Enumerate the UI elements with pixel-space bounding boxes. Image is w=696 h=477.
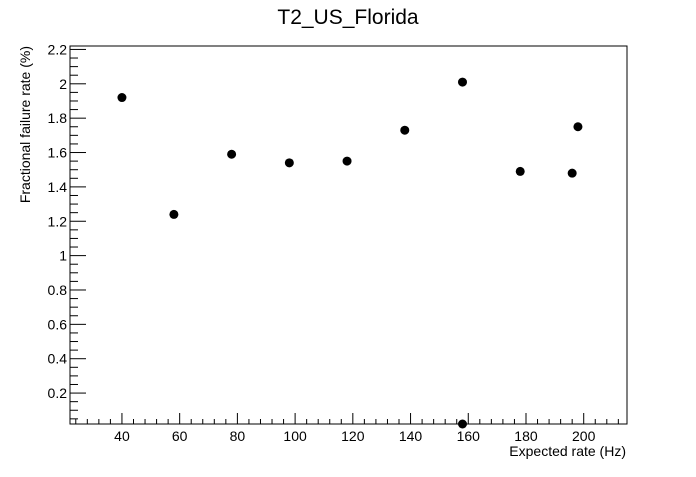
data-point xyxy=(573,122,583,132)
data-point xyxy=(515,166,525,176)
data-point xyxy=(342,156,352,166)
data-points xyxy=(117,77,583,429)
data-point xyxy=(400,125,410,135)
y-tick-label: 1.6 xyxy=(48,145,68,161)
x-tick-label: 40 xyxy=(114,428,130,444)
x-tick-label: 180 xyxy=(514,428,538,444)
y-tick-label: 1.2 xyxy=(48,213,68,229)
y-tick-label: 0.8 xyxy=(48,282,68,298)
y-axis-ticks xyxy=(70,48,86,420)
data-point xyxy=(284,158,294,168)
data-point xyxy=(227,149,237,159)
data-point xyxy=(117,93,127,103)
data-point xyxy=(169,209,179,219)
x-axis-tick-labels: 40 60 80 100 120 140 160 180 200 xyxy=(114,428,595,444)
x-tick-label: 100 xyxy=(283,428,307,444)
y-tick-label: 1.4 xyxy=(48,179,68,195)
data-point xyxy=(457,77,467,87)
x-axis-label: Expected rate (Hz) xyxy=(509,443,626,459)
x-tick-label: 120 xyxy=(341,428,365,444)
y-tick-label: 0.4 xyxy=(48,351,68,367)
y-tick-label: 1.8 xyxy=(48,110,68,126)
x-tick-label: 160 xyxy=(457,428,481,444)
data-point xyxy=(567,168,577,178)
x-axis-ticks xyxy=(75,413,619,424)
x-tick-label: 200 xyxy=(572,428,596,444)
y-axis-tick-labels: 0.2 0.4 0.6 0.8 1 1.2 1.4 1.6 1.8 2 2.2 xyxy=(48,41,68,401)
chart-title: T2_US_Florida xyxy=(277,6,419,29)
x-tick-label: 60 xyxy=(172,428,188,444)
plot-frame xyxy=(69,45,628,425)
y-tick-label: 0.2 xyxy=(48,385,68,401)
x-tick-label: 80 xyxy=(230,428,246,444)
y-tick-label: 2.2 xyxy=(48,41,68,57)
y-tick-label: 1 xyxy=(59,248,67,264)
y-axis-label: Fractional failure rate (%) xyxy=(17,46,33,203)
y-tick-label: 2 xyxy=(59,76,67,92)
y-tick-label: 0.6 xyxy=(48,316,68,332)
x-tick-label: 140 xyxy=(399,428,423,444)
data-point xyxy=(457,419,467,429)
